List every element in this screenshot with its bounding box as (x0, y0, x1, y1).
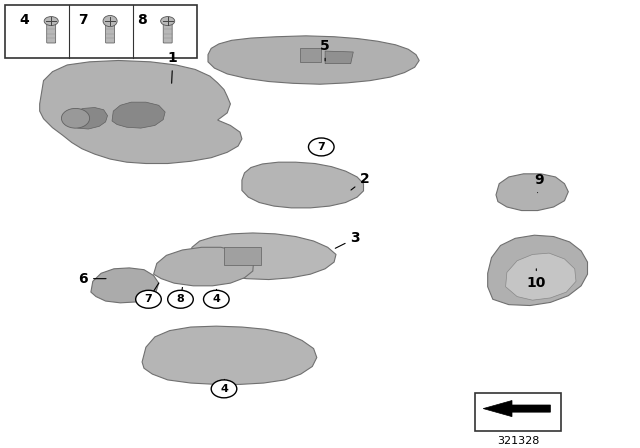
Text: 9: 9 (534, 173, 544, 193)
Polygon shape (224, 247, 261, 265)
Polygon shape (242, 162, 364, 208)
Text: 4: 4 (19, 13, 29, 27)
Polygon shape (496, 174, 568, 211)
Text: 321328: 321328 (497, 436, 540, 446)
Polygon shape (91, 268, 159, 303)
Circle shape (168, 290, 193, 308)
Polygon shape (208, 36, 419, 84)
Text: 2: 2 (351, 172, 370, 190)
Text: 4: 4 (220, 384, 228, 394)
Polygon shape (40, 60, 242, 164)
Text: 3: 3 (335, 231, 360, 248)
Text: 10: 10 (527, 269, 546, 290)
FancyBboxPatch shape (163, 21, 172, 43)
FancyBboxPatch shape (106, 21, 115, 43)
Text: 8: 8 (137, 13, 147, 27)
Text: 5: 5 (320, 39, 330, 61)
Text: 7: 7 (317, 142, 325, 152)
Polygon shape (112, 102, 165, 128)
Polygon shape (483, 401, 550, 417)
Text: 4: 4 (212, 294, 220, 304)
Text: 8: 8 (177, 294, 184, 304)
Text: 7: 7 (145, 294, 152, 304)
Polygon shape (142, 326, 317, 384)
FancyBboxPatch shape (475, 393, 561, 431)
Polygon shape (70, 108, 108, 129)
Polygon shape (189, 233, 336, 280)
Text: 6: 6 (78, 271, 106, 286)
Text: 1: 1 (168, 51, 178, 83)
Polygon shape (154, 247, 253, 286)
Circle shape (211, 380, 237, 398)
Polygon shape (300, 48, 321, 62)
Circle shape (308, 138, 334, 156)
Ellipse shape (161, 17, 175, 26)
Polygon shape (488, 235, 588, 306)
Ellipse shape (44, 17, 58, 26)
Circle shape (136, 290, 161, 308)
FancyBboxPatch shape (47, 21, 56, 43)
Circle shape (61, 108, 90, 128)
Polygon shape (506, 253, 576, 300)
Text: 7: 7 (78, 13, 88, 27)
Polygon shape (325, 51, 353, 64)
Ellipse shape (103, 15, 117, 26)
FancyBboxPatch shape (5, 5, 197, 58)
Circle shape (204, 290, 229, 308)
